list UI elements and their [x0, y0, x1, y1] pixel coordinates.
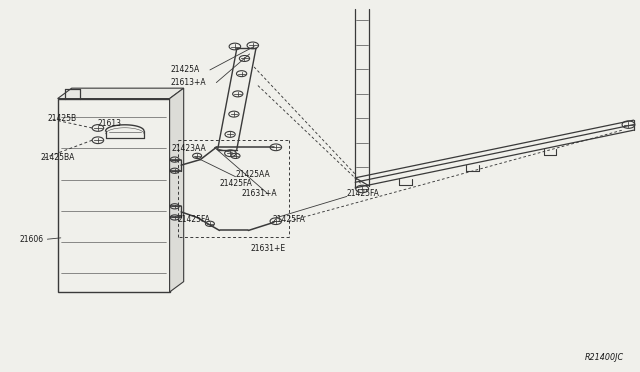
- Text: 21423AA: 21423AA: [172, 144, 206, 153]
- Text: 21613: 21613: [97, 119, 122, 128]
- Text: 21631+E: 21631+E: [251, 244, 286, 253]
- Text: 21606: 21606: [19, 235, 44, 244]
- Text: 21425FA: 21425FA: [347, 189, 380, 198]
- Text: 21425BA: 21425BA: [40, 153, 75, 162]
- Text: 21425A: 21425A: [171, 65, 200, 74]
- Text: R21400JC: R21400JC: [585, 353, 624, 362]
- Polygon shape: [170, 88, 184, 292]
- Text: 21613+A: 21613+A: [171, 78, 207, 87]
- Text: 21425FA: 21425FA: [178, 215, 211, 224]
- Polygon shape: [58, 88, 184, 99]
- Text: 21631+A: 21631+A: [242, 189, 278, 198]
- Text: 21425AA: 21425AA: [236, 170, 270, 179]
- Text: 21425FA: 21425FA: [220, 179, 252, 188]
- Text: 21425FA: 21425FA: [273, 215, 305, 224]
- Text: 21425B: 21425B: [48, 114, 77, 123]
